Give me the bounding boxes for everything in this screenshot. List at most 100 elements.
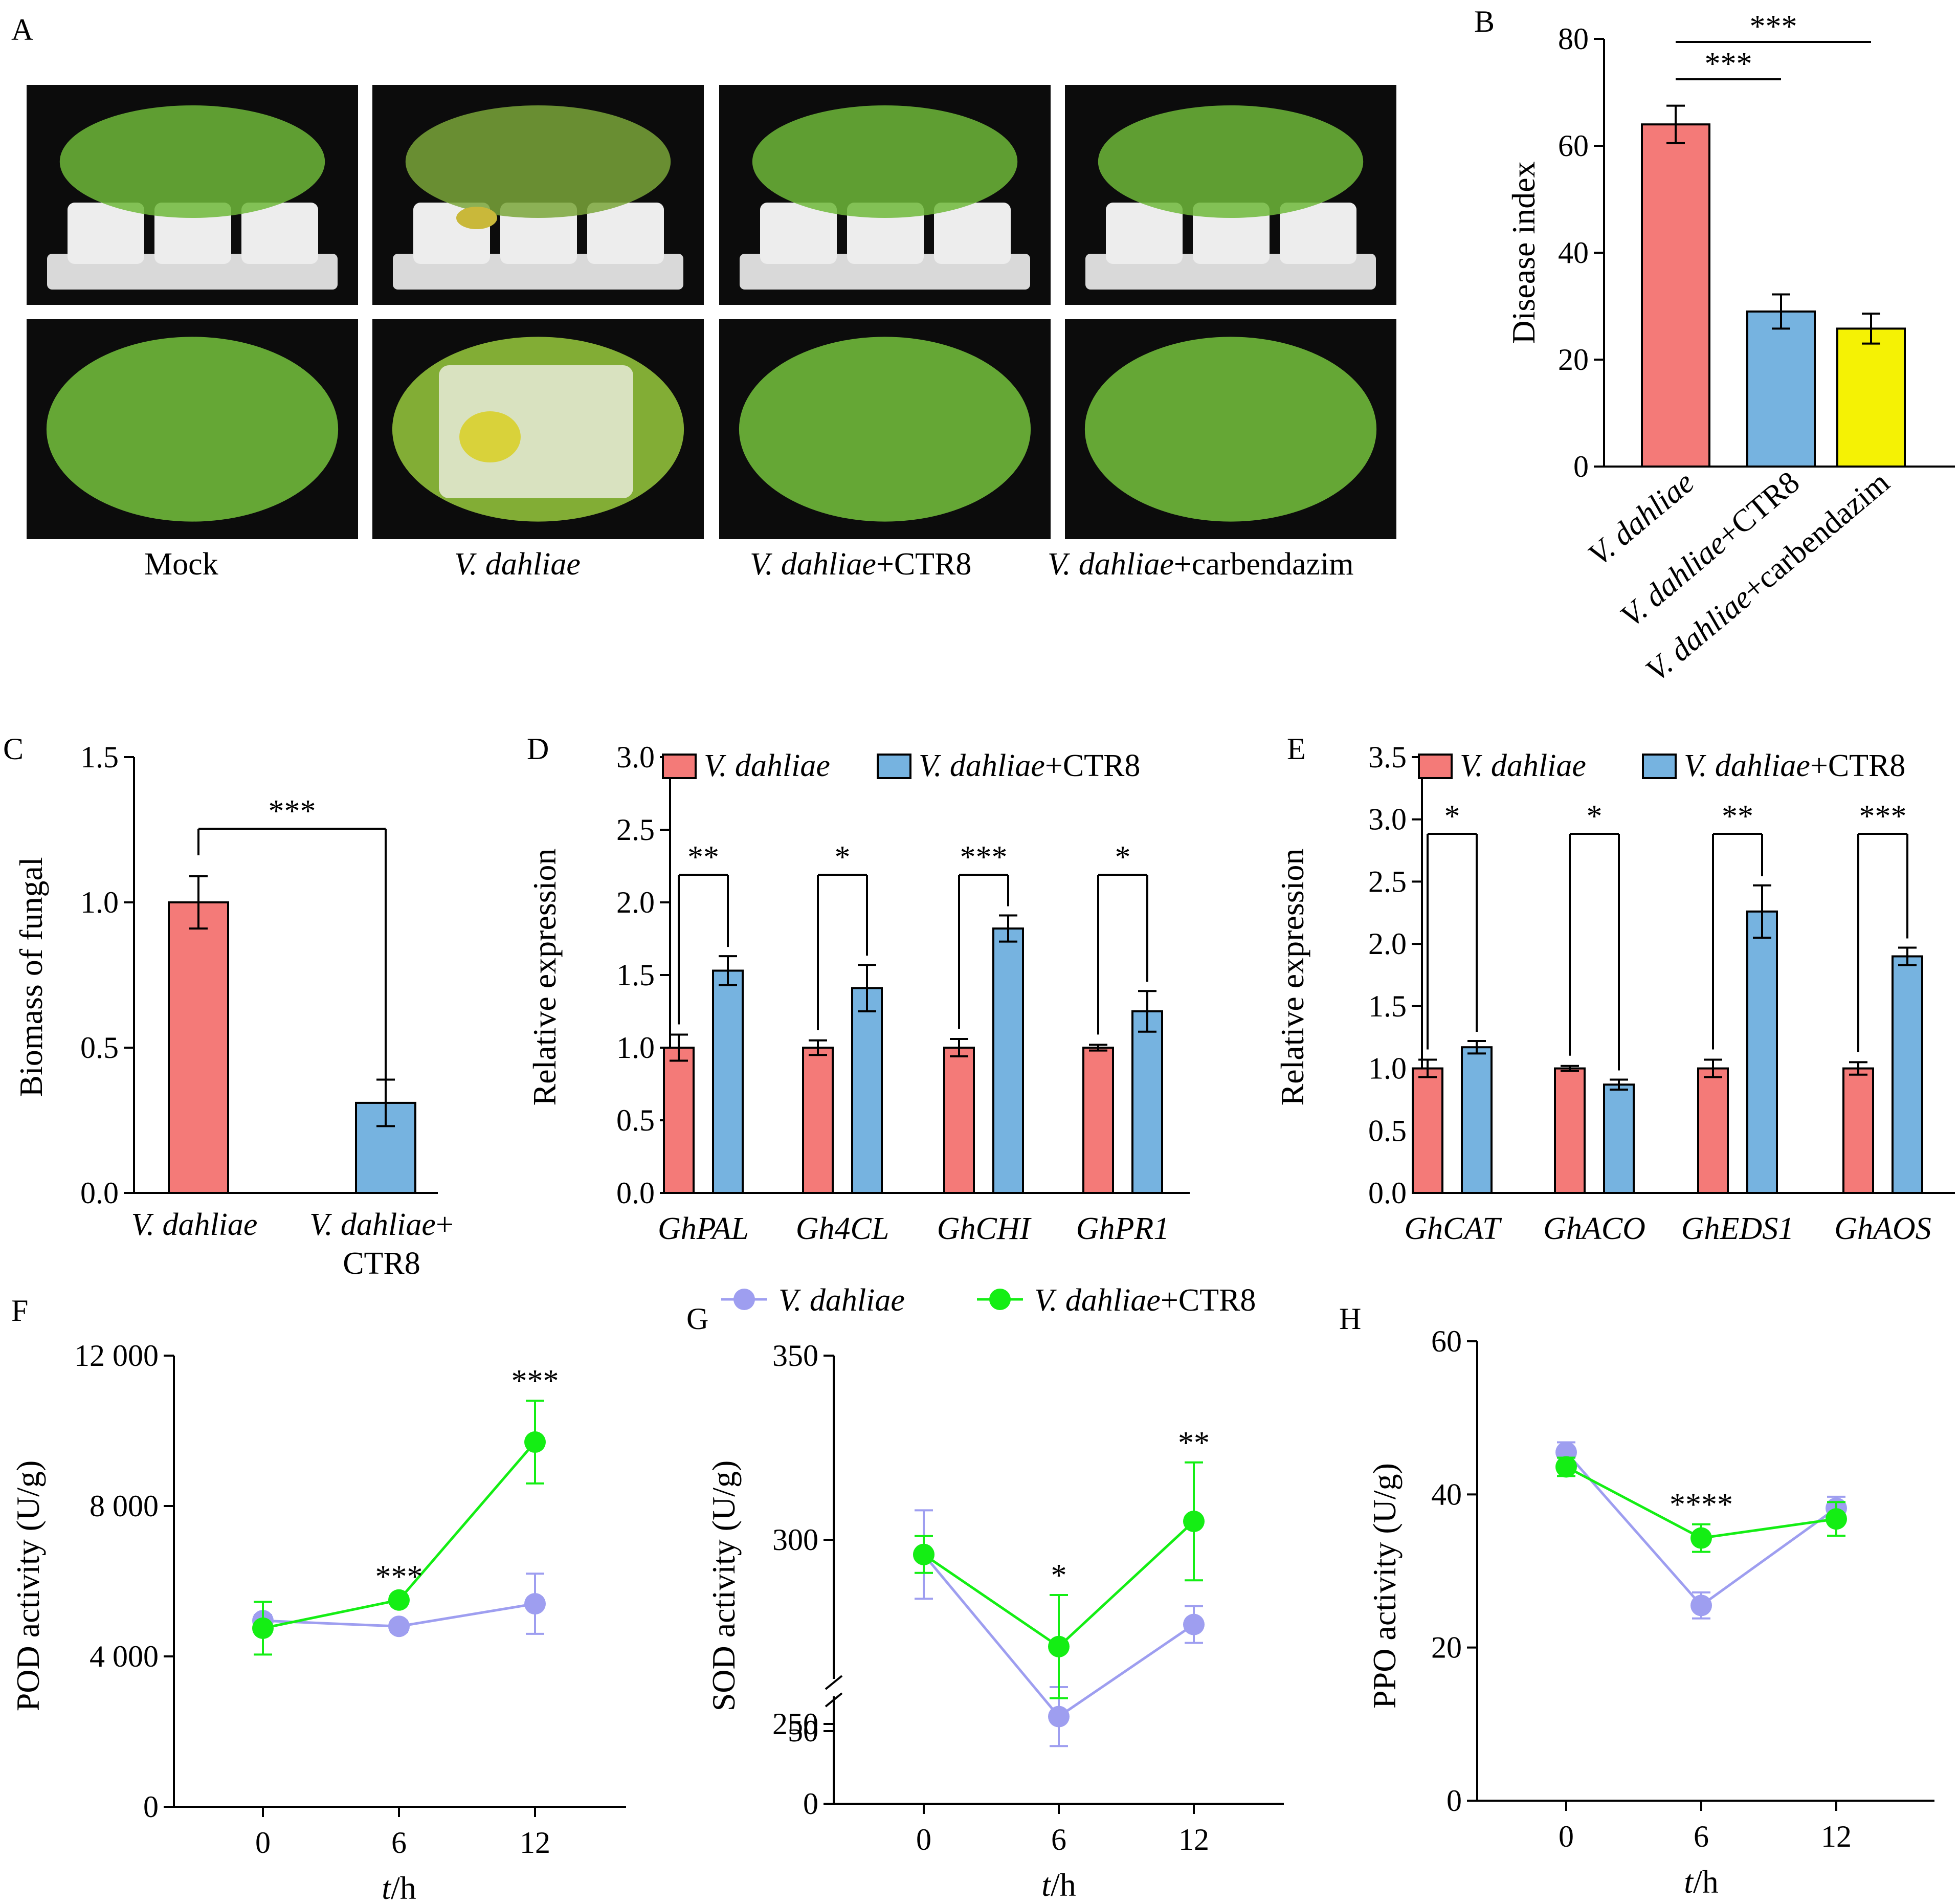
panel-b-ylabel: Disease index [1505, 161, 1542, 344]
photo-label-mock: Mock [144, 547, 218, 582]
panel-e-y-tick-label-7: 3.5 [1368, 740, 1407, 774]
panel-b-sig-label-1: *** [1705, 47, 1752, 81]
panel-e-legend-label-2: V. dahliae+CTR8 [1684, 748, 1905, 783]
panel-h-y-tick-label-2: 40 [1431, 1477, 1462, 1511]
photo-side-1-pot-2 [154, 203, 231, 264]
panel-d-sig-label-1: ** [687, 840, 719, 875]
panel-d-bar-GhCHI-1 [943, 1047, 975, 1194]
panel-d-bar-GhPAL-1 [663, 1047, 695, 1194]
panel-d-sig-label-2: * [835, 840, 851, 875]
panel-d-y-tick-label-5: 2.5 [616, 813, 655, 847]
panel-h-x-tick-label-1: 6 [1694, 1820, 1709, 1853]
panel-e-sig-label-1: * [1444, 799, 1460, 834]
panel-letter-h: H [1339, 1302, 1361, 1336]
panel-d-y-tick-label-6: 3.0 [616, 740, 655, 774]
panel-f-x-tick-label-1: 6 [391, 1826, 407, 1859]
panel-c-y-tick-label-2: 1.0 [80, 885, 119, 919]
panel-f-series-2-point-0 [252, 1617, 274, 1639]
panel-d-legend-swatch-1 [662, 754, 697, 779]
panel-letter-f: F [11, 1294, 28, 1327]
panel-f-y-tick-label-1: 4 000 [90, 1640, 159, 1673]
panel-h-series-2-point-1 [1690, 1527, 1712, 1549]
panel-d-y-tick-label-2: 1.0 [616, 1031, 655, 1065]
panel-d-y-tick-label-3: 1.5 [616, 958, 655, 992]
panel-c-category-2-line2: CTR8 [343, 1246, 420, 1281]
panel-g-x-tick-label-1: 6 [1051, 1823, 1066, 1856]
panel-d-bar-GhPR1-2 [1131, 1010, 1163, 1194]
photo-top-4-foliage [1084, 337, 1377, 522]
panel-d-bar-GhPAL-2 [712, 969, 744, 1194]
panel-e-sig-label-4: *** [1859, 799, 1907, 834]
panel-f-ylabel: POD activity (U/g) [10, 1460, 46, 1712]
photo-side-2-pot-3 [587, 203, 664, 264]
panel-d-sig-label-4: * [1115, 840, 1131, 875]
panel-g-series-2-point-1 [1048, 1635, 1070, 1657]
panel-h-x-tick-label-0: 0 [1559, 1820, 1574, 1853]
panel-h-x-tick-label-2: 12 [1821, 1820, 1852, 1853]
panel-d-legend-label-2: V. dahliae+CTR8 [919, 748, 1140, 783]
panel-e-bar-GhEDS1-1 [1697, 1067, 1729, 1194]
panel-f-series-2-point-2 [524, 1431, 546, 1453]
panel-d-category-3: GhCHI [937, 1211, 1032, 1246]
panel-f-x-tick-label-0: 0 [255, 1826, 271, 1859]
panel-e-y-tick-label-2: 1.0 [1368, 1052, 1407, 1086]
panel-b-y-tick-label-3: 60 [1558, 129, 1589, 163]
panel-e-legend-label-1: V. dahliae [1460, 748, 1586, 783]
panel-c-category-2: V. dahliae+ [309, 1207, 454, 1242]
panel-f-sig-label-1: *** [375, 1559, 423, 1594]
photo-side-4-pot-2 [1193, 203, 1270, 264]
panel-d-legend-swatch-2 [877, 754, 911, 779]
panel-e-y-tick-label-6: 3.0 [1368, 803, 1407, 836]
panel-d-category-1: GhPAL [658, 1211, 749, 1246]
photo-side-1-pot-3 [241, 203, 318, 264]
photo-side-4-pot-3 [1280, 203, 1356, 264]
photo-label-vdahliae: V. dahliae [454, 547, 581, 582]
panel-e-ylabel: Relative expression [1274, 849, 1310, 1106]
panel-d-legend-label-1: V. dahliae [704, 748, 830, 783]
photo-side-3-pot-3 [934, 203, 1011, 264]
panel-f-y-tick-label-3: 12 000 [74, 1339, 159, 1372]
panel-f-y-tick-label-0: 0 [143, 1790, 159, 1824]
panel-g-y-tick-label-2: 250 [772, 1707, 818, 1741]
photo-side-1-pot-1 [68, 203, 144, 264]
photo-side-2-yellow-leaf [456, 207, 497, 229]
photo-side-3-pot-1 [760, 203, 837, 264]
photo-top-2-yellow-leaf [459, 411, 521, 462]
photo-side-4-foliage [1098, 105, 1364, 218]
panel-g-sig-label-1: * [1051, 1558, 1067, 1593]
panel-g-y-tick-label-4: 350 [772, 1339, 818, 1372]
panel-d-y-tick-label-4: 2.0 [616, 885, 655, 919]
panel-f-xlabel: t/h [382, 1870, 416, 1904]
panel-h-y-tick-label-1: 20 [1431, 1631, 1462, 1665]
line-legend-marker-1 [733, 1289, 755, 1310]
panel-g-y-tick-label-0: 0 [803, 1787, 818, 1821]
panel-f-y-tick-label-2: 8 000 [90, 1489, 159, 1523]
panel-f-sig-label-2: *** [511, 1364, 559, 1399]
panel-f-series-2-point-1 [388, 1589, 410, 1611]
panel-letter-d: D [527, 732, 549, 766]
panel-letter-c: C [3, 732, 24, 766]
line-legend-label-2: V. dahliae+CTR8 [1034, 1283, 1256, 1318]
panel-g-series-1-point-1 [1048, 1706, 1070, 1728]
panel-e-y-tick-label-3: 1.5 [1368, 989, 1407, 1023]
panel-letter-g: G [686, 1302, 708, 1336]
panel-d-bar-GhCHI-2 [992, 927, 1024, 1194]
panel-letter-e: E [1287, 732, 1306, 766]
photo-top-3-foliage [739, 337, 1031, 522]
panel-d-bar-Gh4CL-2 [851, 987, 883, 1194]
panel-e-category-4: GhAOS [1834, 1211, 1931, 1246]
panel-e-y-tick-label-4: 2.0 [1368, 927, 1407, 961]
panel-d-category-2: Gh4CL [796, 1211, 889, 1246]
panel-c-y-tick-label-1: 0.5 [80, 1031, 119, 1065]
panel-g-xlabel: t/h [1041, 1867, 1076, 1903]
panel-c-y-tick-label-3: 1.5 [80, 740, 119, 774]
panel-h-y-tick-label-0: 0 [1447, 1784, 1462, 1818]
panel-e-bar-GhCAT-1 [1412, 1067, 1443, 1194]
photo-side-3-pot-2 [847, 203, 924, 264]
panel-e-legend-swatch-2 [1642, 754, 1677, 779]
panel-e-legend-swatch-1 [1418, 754, 1453, 779]
panel-d-sig-label-3: *** [960, 840, 1008, 875]
panel-g-axis-break-mark-2 [825, 1692, 843, 1708]
panel-d-category-4: GhPR1 [1076, 1211, 1170, 1246]
